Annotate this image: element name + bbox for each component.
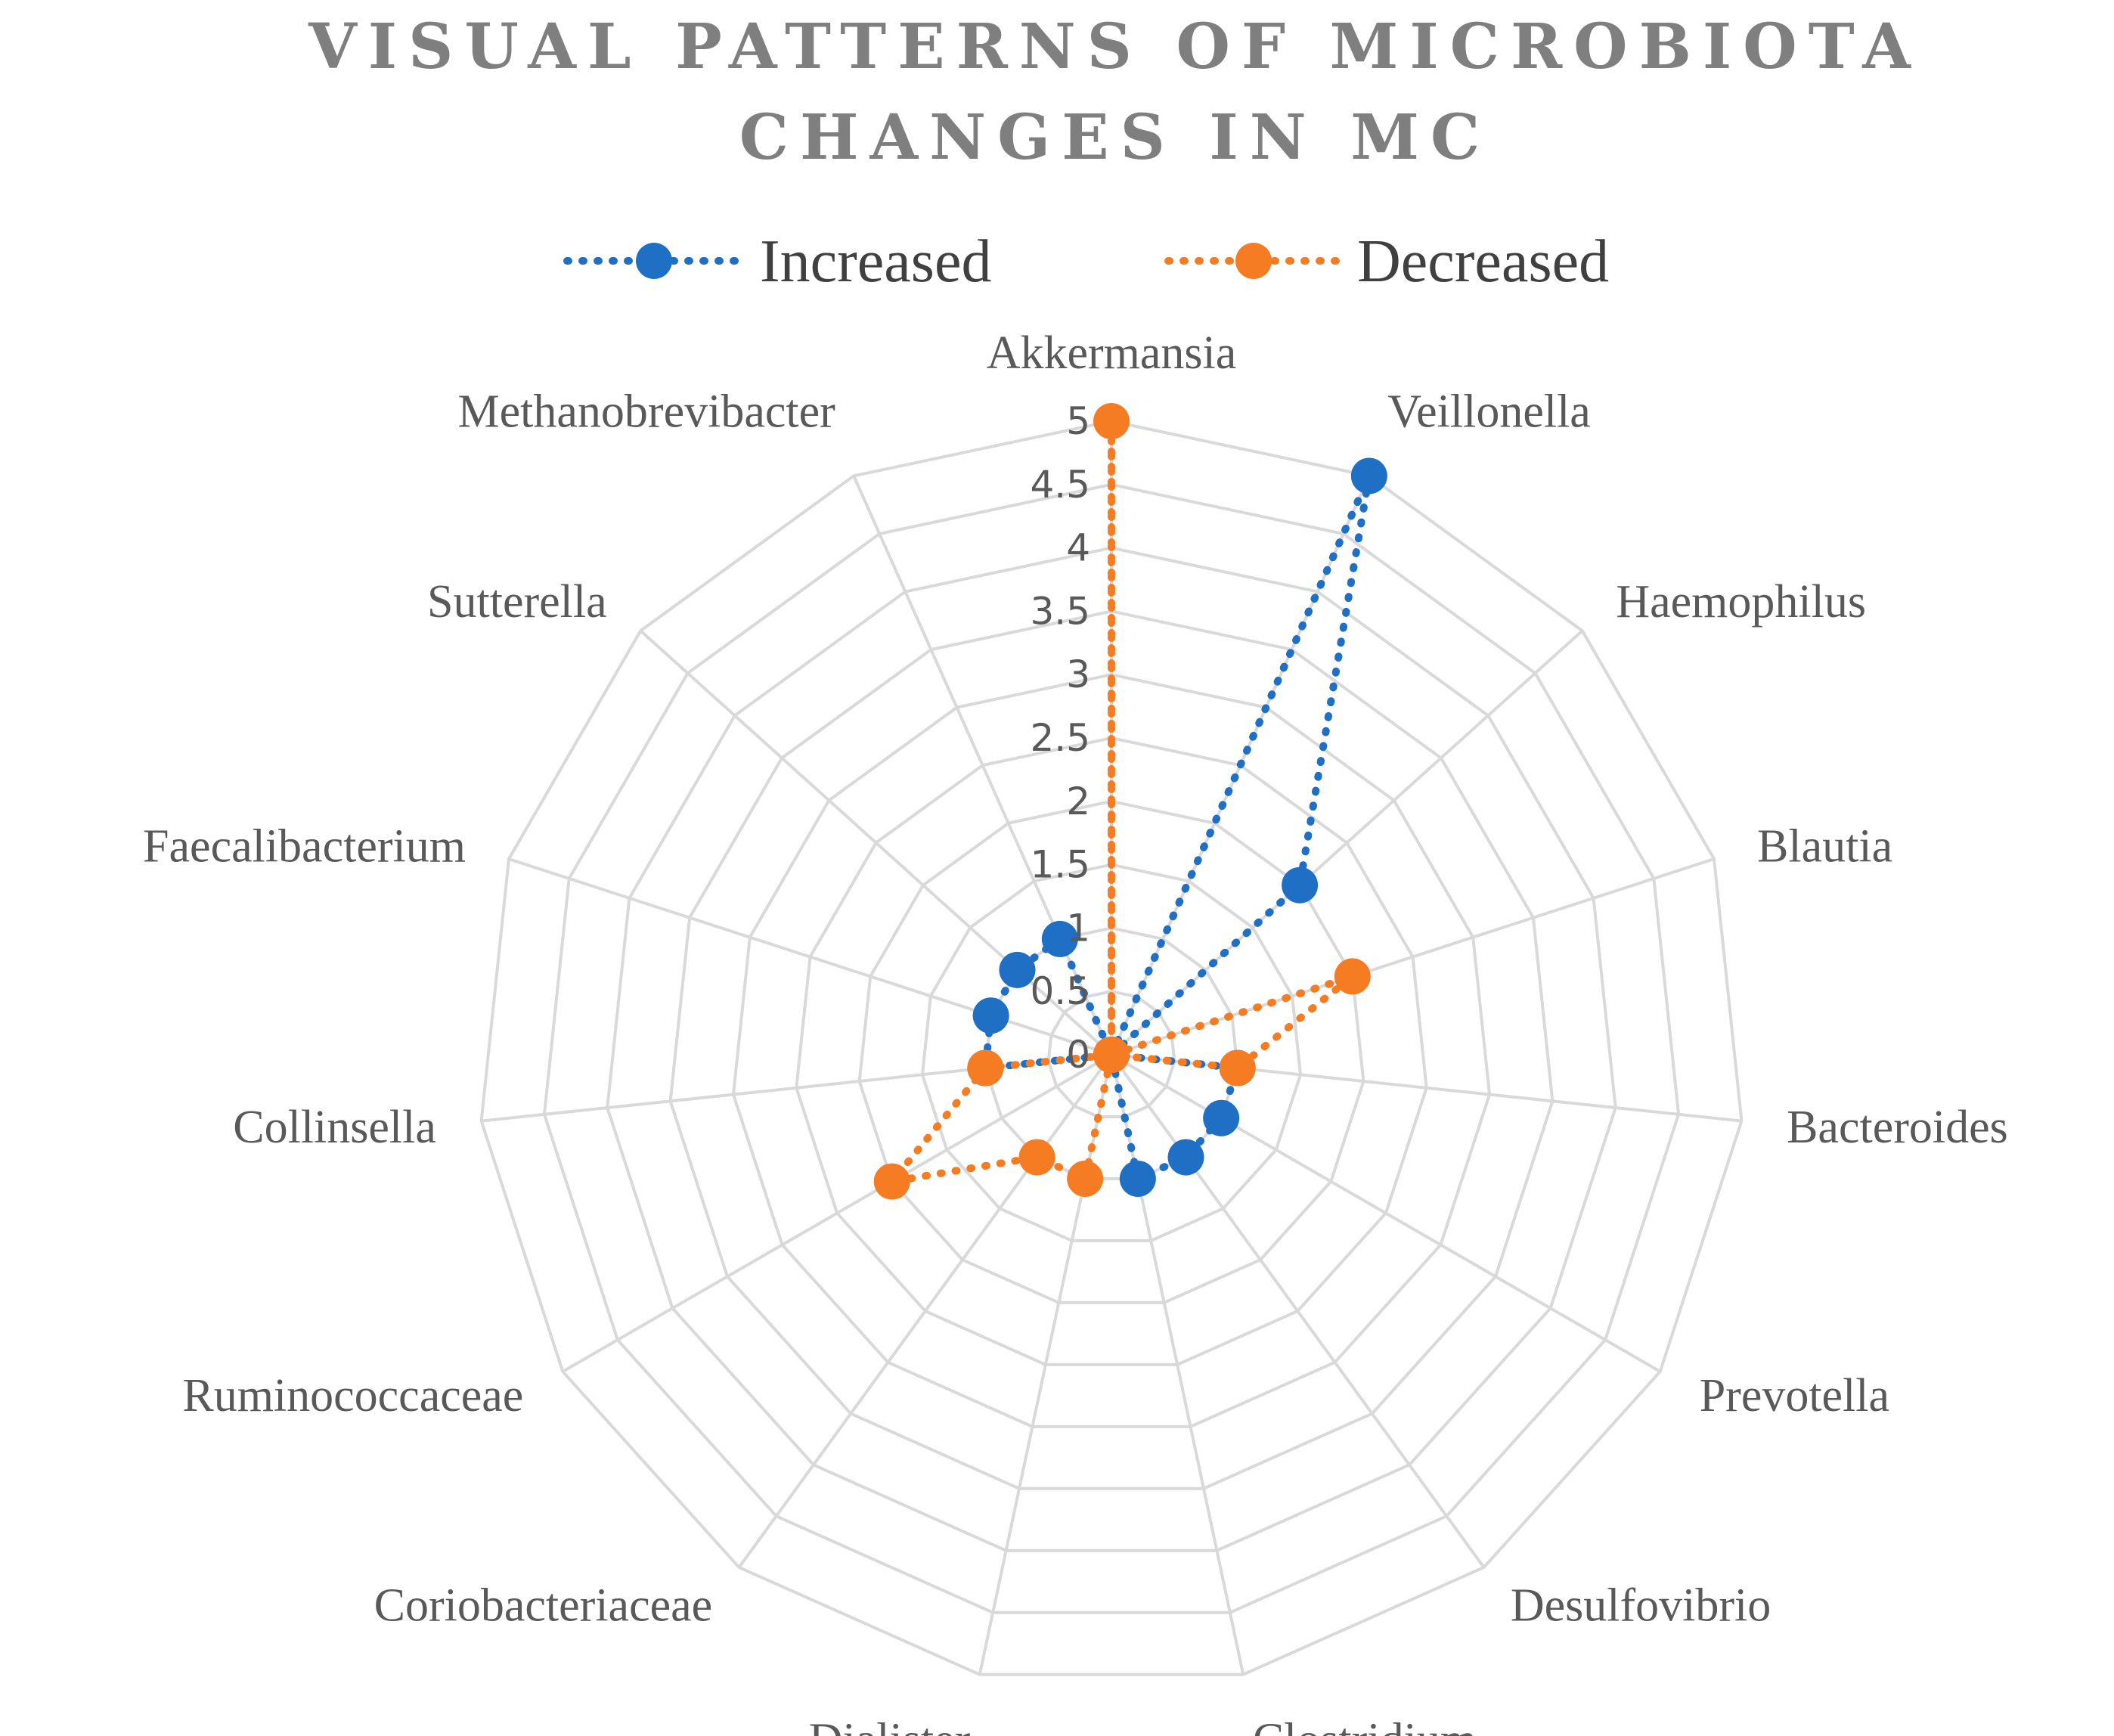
category-label-sutterella: Sutterella <box>427 576 607 628</box>
category-label-clostridium: Clostridium <box>1253 1714 1477 1736</box>
category-labels: Akkermansia Veillonella Haemophilus Blautia… <box>143 327 2008 1736</box>
radial-tick-label: 1.5 <box>1030 843 1090 887</box>
radial-tick-label: 4 <box>1066 526 1090 570</box>
category-label-veillonella: Veillonella <box>1387 386 1591 438</box>
category-label-haemophilus: Haemophilus <box>1616 576 1866 628</box>
category-label-ruminococcaceae: Ruminococcaceae <box>182 1370 523 1421</box>
gridline-ring <box>479 419 1744 1676</box>
category-label-akkermansia: Akkermansia <box>987 327 1237 379</box>
category-label-dialister: Dialister <box>809 1714 971 1736</box>
chart-title-line-1: VISUAL PATTERNS OF MICROBIOTA <box>308 11 1922 83</box>
data-point-increased-veillonella[interactable] <box>1350 457 1387 494</box>
category-label-prevotella: Prevotella <box>1700 1370 1889 1421</box>
radial-tick-label: 1 <box>1066 906 1090 950</box>
radial-tick-label: 3.5 <box>1030 589 1090 633</box>
legend-label-increased: Increased <box>760 228 991 295</box>
data-point-decreased-bacteroides[interactable] <box>1219 1049 1256 1087</box>
gridline-spoke <box>978 1054 1113 1676</box>
radial-tick-label: 0 <box>1066 1033 1090 1077</box>
legend-item-increased[interactable]: Increased <box>563 228 991 295</box>
radial-tick-label: 5 <box>1066 399 1090 443</box>
radial-tick-label: 4.5 <box>1030 463 1090 507</box>
category-label-blautia: Blautia <box>1757 821 1892 873</box>
series-decreased <box>873 403 1371 1200</box>
gridline-spoke <box>508 857 1112 1056</box>
category-label-bacteroides: Bacteroides <box>1787 1102 2008 1153</box>
gridline-spoke <box>1110 1053 1486 1569</box>
gridline-ring <box>542 482 1681 1614</box>
data-point-decreased-dialister[interactable] <box>1067 1160 1104 1197</box>
radar-series <box>873 403 1387 1200</box>
gridline-ring <box>920 863 1303 1242</box>
category-label-faecalibacterium: Faecalibacterium <box>143 821 466 873</box>
legend-marker-decreased <box>1235 243 1272 279</box>
gridline-spoke <box>852 475 1113 1056</box>
radial-tick-label: 2 <box>1066 780 1090 823</box>
category-label-collinsella: Collinsella <box>233 1102 436 1153</box>
data-point-decreased-blautia[interactable] <box>1334 958 1371 995</box>
data-point-decreased-methanobrevibacter[interactable] <box>1093 1037 1130 1073</box>
chart-title-line-2: CHANGES IN MC <box>739 101 1492 174</box>
category-label-methanobrevibacter: Methanobrevibacter <box>458 386 836 438</box>
data-point-increased-methanobrevibacter[interactable] <box>1041 920 1078 957</box>
chart-title: VISUAL PATTERNS OF MICROBIOTA CHANGES IN… <box>308 11 1922 174</box>
gridline-spoke <box>737 1053 1113 1569</box>
gridline-spoke <box>562 1053 1112 1373</box>
data-point-decreased-ruminococcaceae[interactable] <box>873 1163 910 1200</box>
gridline-spoke <box>1110 1053 1661 1373</box>
data-point-decreased-akkermansia[interactable] <box>1093 403 1130 439</box>
gridline-spoke <box>639 629 1113 1056</box>
legend-item-decreased[interactable]: Decreased <box>1164 228 1609 295</box>
data-point-increased-clostridium[interactable] <box>1119 1160 1156 1197</box>
category-label-coriobacteriaceae: Coriobacteriaceae <box>374 1579 712 1631</box>
gridline-ring <box>606 546 1617 1552</box>
radial-tick-label: 0.5 <box>1030 969 1090 1013</box>
gridline-ring <box>731 673 1492 1428</box>
gridline-ring <box>1046 990 1176 1118</box>
series-line-increased <box>981 474 1373 1185</box>
gridline-ring <box>668 609 1555 1490</box>
radial-tick-label: 2.5 <box>1030 716 1090 760</box>
legend-marker-increased <box>636 243 672 279</box>
data-point-increased-sutterella[interactable] <box>999 951 1036 988</box>
legend-label-decreased: Decreased <box>1357 228 1609 295</box>
data-point-increased-desulfovibrio[interactable] <box>1167 1139 1204 1176</box>
data-point-decreased-collinsella[interactable] <box>967 1049 1004 1087</box>
gridline-ring <box>795 736 1428 1366</box>
data-point-decreased-coriobacteriaceae[interactable] <box>1018 1139 1055 1176</box>
data-point-increased-prevotella[interactable] <box>1203 1099 1240 1136</box>
legend: Increased Decreased <box>563 228 1609 295</box>
gridline-ring <box>857 799 1365 1304</box>
radial-tick-label: 3 <box>1066 653 1090 696</box>
data-point-increased-faecalibacterium[interactable] <box>972 997 1009 1034</box>
data-point-increased-haemophilus[interactable] <box>1282 866 1319 904</box>
category-label-desulfovibrio: Desulfovibrio <box>1511 1579 1771 1631</box>
radial-axis-ticks: 0 0.5 1 1.5 2 2.5 3 3.5 4 4.5 5 <box>1030 399 1090 1077</box>
